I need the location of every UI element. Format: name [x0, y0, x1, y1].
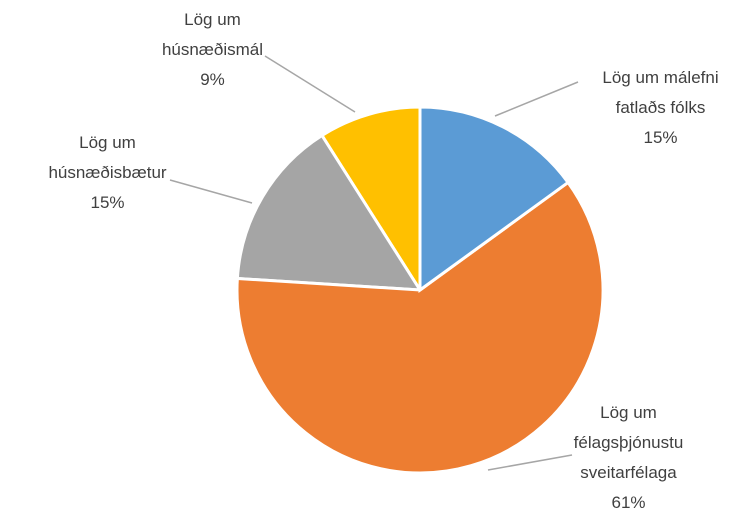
value-label: 61% — [611, 493, 646, 511]
category-label: Lög um félagsþjónustu sveitarfélaga — [573, 403, 684, 482]
slice-label: Lög um húsnæðisbætur 15% — [40, 128, 175, 218]
leader-line — [169, 179, 253, 204]
value-label: 15% — [643, 128, 678, 147]
pie-slice — [235, 133, 423, 292]
value-label: 9% — [200, 70, 225, 89]
pie-slice — [319, 105, 422, 296]
leader-line — [264, 55, 356, 113]
slice-label: Lög um málefni fatlaðs fólks 15% — [588, 63, 733, 153]
leader-line — [487, 454, 573, 471]
category-label: Lög um húsnæðismál — [161, 10, 264, 59]
slice-label: Lög um húsnæðismál 9% — [155, 5, 270, 95]
leader-line — [494, 81, 579, 117]
category-label: Lög um málefni fatlaðs fólks — [602, 68, 719, 117]
pie-slice — [235, 180, 605, 475]
slice-label: Lög um félagsþjónustu sveitarfélaga 61% — [566, 398, 691, 511]
category-label: Lög um húsnæðisbætur — [48, 133, 167, 182]
pie-slice — [418, 105, 571, 293]
value-label: 15% — [90, 193, 125, 212]
